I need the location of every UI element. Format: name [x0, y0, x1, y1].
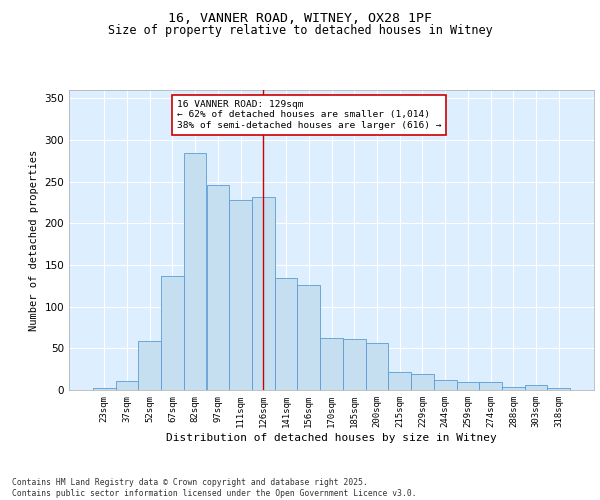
Text: 16, VANNER ROAD, WITNEY, OX28 1PF: 16, VANNER ROAD, WITNEY, OX28 1PF	[168, 12, 432, 26]
Text: 16 VANNER ROAD: 129sqm
← 62% of detached houses are smaller (1,014)
38% of semi-: 16 VANNER ROAD: 129sqm ← 62% of detached…	[177, 100, 442, 130]
Bar	[457, 382, 479, 390]
Bar	[388, 372, 411, 390]
Bar	[320, 338, 343, 390]
Bar	[229, 200, 252, 390]
Bar	[479, 382, 502, 390]
Bar	[434, 380, 457, 390]
Y-axis label: Number of detached properties: Number of detached properties	[29, 150, 39, 330]
Bar	[502, 386, 524, 390]
Bar	[252, 196, 275, 390]
X-axis label: Distribution of detached houses by size in Witney: Distribution of detached houses by size …	[166, 432, 497, 442]
Bar	[343, 339, 365, 390]
Text: Size of property relative to detached houses in Witney: Size of property relative to detached ho…	[107, 24, 493, 37]
Bar	[116, 381, 139, 390]
Bar	[206, 185, 229, 390]
Bar	[524, 385, 547, 390]
Bar	[365, 342, 388, 390]
Bar	[93, 388, 116, 390]
Bar	[139, 341, 161, 390]
Bar	[184, 152, 206, 390]
Bar	[275, 278, 298, 390]
Bar	[411, 374, 434, 390]
Bar	[161, 276, 184, 390]
Bar	[298, 285, 320, 390]
Text: Contains HM Land Registry data © Crown copyright and database right 2025.
Contai: Contains HM Land Registry data © Crown c…	[12, 478, 416, 498]
Bar	[547, 388, 570, 390]
